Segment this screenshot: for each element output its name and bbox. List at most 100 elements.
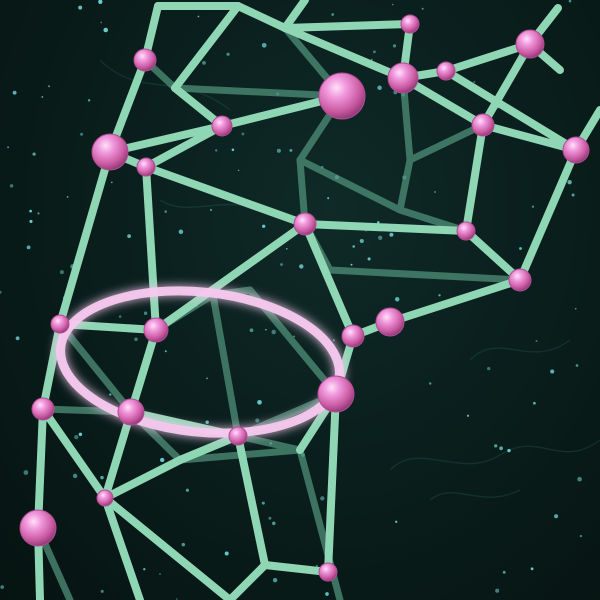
star-dot <box>320 496 325 501</box>
strut <box>56 148 114 328</box>
star-dot <box>567 179 572 185</box>
star-dot <box>249 328 254 333</box>
star-dot <box>257 399 262 405</box>
star-dot <box>0 585 4 589</box>
strut <box>462 121 487 235</box>
node-sphere <box>96 489 114 507</box>
star-dot <box>110 181 113 184</box>
strut <box>34 405 47 532</box>
star-dot <box>571 193 575 197</box>
node-sphere <box>133 48 157 72</box>
node-sphere <box>387 62 419 94</box>
star-dot <box>202 61 206 65</box>
star-dot <box>9 184 14 188</box>
star-dot <box>134 337 138 342</box>
back-strut <box>296 156 404 214</box>
star-dot <box>206 377 208 380</box>
star-dot <box>331 13 335 16</box>
star-dot <box>197 15 200 18</box>
star-dot <box>531 205 535 208</box>
star-dot <box>359 238 364 244</box>
strut <box>152 220 309 334</box>
strut <box>142 163 160 334</box>
strut <box>261 561 332 576</box>
star-dot <box>66 195 69 198</box>
node-sphere <box>456 221 476 241</box>
star-dot <box>519 247 522 250</box>
background-texture <box>99 59 600 501</box>
star-dot <box>205 420 209 424</box>
star-dot <box>118 315 122 318</box>
star-dot <box>80 132 84 136</box>
strut <box>101 494 144 600</box>
node-sphere <box>293 212 317 236</box>
star-dot <box>271 329 276 335</box>
node-sphere <box>400 14 420 34</box>
star-dot <box>568 0 572 3</box>
node-sphere <box>515 29 545 59</box>
star-dot <box>231 148 235 152</box>
node-sphere <box>436 61 456 81</box>
star-dot <box>499 446 503 451</box>
strut <box>301 220 357 340</box>
star-dot <box>533 401 536 405</box>
star-dot <box>378 235 383 240</box>
star-dot <box>285 247 288 250</box>
node-sphere <box>91 133 129 171</box>
star-dot <box>181 542 186 547</box>
star-dot <box>550 369 555 374</box>
star-dot <box>272 577 278 583</box>
star-dot <box>12 90 17 95</box>
front-struts <box>34 0 600 600</box>
strut <box>171 2 242 92</box>
node-sphere <box>50 314 70 334</box>
back-strut <box>209 291 242 440</box>
node-sphere <box>211 115 233 137</box>
star-dot <box>352 245 355 248</box>
star-dot <box>98 0 103 4</box>
back-strut <box>171 84 346 100</box>
star-dot <box>502 570 506 574</box>
node-sphere <box>318 72 366 120</box>
star-dot <box>29 219 33 223</box>
star-dot <box>367 257 371 261</box>
star-dot <box>72 473 78 479</box>
star-dot <box>394 297 400 302</box>
star-dot <box>241 132 245 136</box>
star-dot <box>428 382 432 385</box>
star-dot <box>535 340 538 343</box>
node-sphere <box>562 136 590 164</box>
node-sphere <box>508 268 532 292</box>
star-dot <box>164 210 168 213</box>
star-dot <box>37 212 40 215</box>
strut <box>234 2 289 32</box>
strut <box>101 408 135 502</box>
back-strut <box>396 156 414 214</box>
star-dot <box>289 148 293 152</box>
star-dot <box>473 80 476 84</box>
star-dot <box>434 191 436 193</box>
star-dot <box>100 475 104 480</box>
strut <box>142 163 309 228</box>
star-dot <box>103 27 108 33</box>
star-dot <box>100 21 103 24</box>
star-dot <box>495 588 500 593</box>
strut <box>106 122 226 156</box>
star-dot <box>554 514 559 519</box>
star-dot <box>100 589 104 593</box>
star-dot <box>350 263 353 266</box>
strut <box>462 227 524 284</box>
star-dot <box>575 364 579 367</box>
star-dot <box>29 209 32 213</box>
star-dot <box>421 7 424 10</box>
star-dot <box>160 457 165 463</box>
star-dot <box>178 229 184 235</box>
star-dot <box>370 58 373 61</box>
node-sphere <box>341 324 365 348</box>
strut <box>127 326 160 416</box>
node-sphere <box>19 509 57 547</box>
star-dot <box>299 264 304 269</box>
star-dot <box>224 551 229 556</box>
star-dot <box>577 476 582 482</box>
